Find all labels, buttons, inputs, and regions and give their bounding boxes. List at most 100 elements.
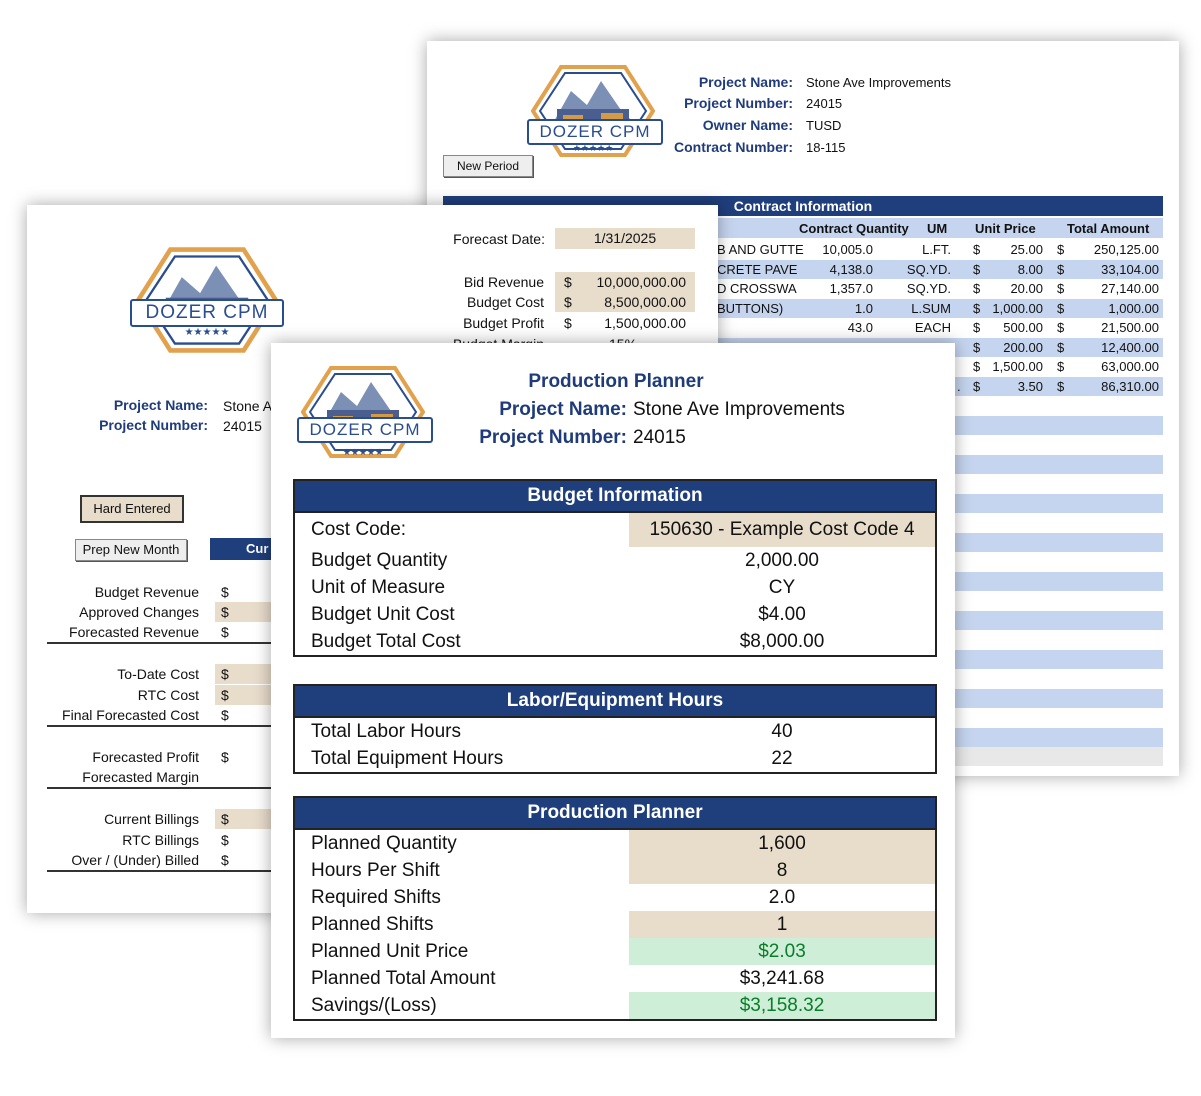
logo-banner: DOZER CPM: [297, 417, 433, 443]
table-row: 43.0 EACH $ 500.00 $ 21,500.00: [443, 318, 1163, 337]
col-header-quantity: Contract Quantity: [799, 221, 909, 236]
to-date-cost-label: To-Date Cost: [117, 666, 199, 682]
hours-per-shift-input[interactable]: 8: [629, 857, 935, 884]
row-description: CRETE PAVE: [717, 261, 798, 277]
col-header-um: UM: [927, 221, 948, 236]
budget-quantity-value: 2,000.00: [745, 550, 819, 571]
unit-of-measure-value: CY: [768, 577, 796, 598]
currency-sign: $: [221, 832, 229, 848]
new-period-button[interactable]: New Period: [443, 155, 533, 177]
approved-changes-cell: $: [215, 602, 275, 622]
required-shifts-value: 2.0: [768, 887, 796, 908]
production-planner-table: Production Planner Planned Quantity 1,60…: [293, 796, 937, 1021]
row-um: L.FT.: [922, 242, 951, 257]
forecast-date-value[interactable]: 1/31/2025: [555, 228, 695, 249]
planned-quantity-input[interactable]: 1,600: [629, 830, 935, 857]
row-unit-price: 1,000.00: [992, 300, 1043, 316]
row-quantity: 4,138.0: [829, 261, 873, 277]
dozer-logo: DOZER CPM ★★★★★: [297, 361, 433, 463]
table-row: Planned Total Amount $3,241.68: [295, 965, 935, 992]
budget-cost-cell: $ 8,500,000.00: [555, 292, 695, 312]
currency-sign: $: [221, 749, 229, 765]
row-currency: $: [973, 242, 981, 257]
row-unit-price: 20.00: [1010, 281, 1043, 296]
budget-total-cost-value: $8,000.00: [739, 631, 825, 652]
row-description: D CROSSWA: [717, 281, 797, 296]
current-billings-label: Current Billings: [104, 811, 199, 827]
budget-revenue-label: Budget Revenue: [94, 584, 199, 600]
forecasted-revenue-label: Forecasted Revenue: [69, 624, 199, 640]
row-currency: $: [1057, 339, 1065, 355]
logo-banner: DOZER CPM: [130, 299, 284, 327]
table-row: Budget Total Cost $8,000.00: [295, 628, 935, 655]
cost-code-select[interactable]: 150630 - Example Cost Code 4: [629, 513, 935, 547]
row-quantity: 1,357.0: [829, 281, 873, 296]
row-um: EACH: [914, 320, 951, 335]
row-currency: $: [1057, 320, 1065, 335]
planned-shifts-input[interactable]: 1: [629, 911, 935, 938]
row-currency: $: [1057, 242, 1065, 257]
total-labor-hours-value: 40: [771, 721, 793, 742]
contract-number-value: 18-115: [806, 140, 846, 155]
table-row: B AND GUTTE 10,005.0 L.FT. $ 25.00 $ 250…: [443, 240, 1163, 259]
hours-per-shift-label: Hours Per Shift: [311, 860, 440, 881]
row-currency: $: [1057, 261, 1065, 277]
row-total: 12,400.00: [1101, 339, 1159, 355]
project-name-value: Stone A: [223, 398, 273, 414]
rtc-cost-cell: $: [215, 685, 275, 705]
currency-sign: $: [221, 811, 229, 827]
row-description: BUTTONS): [717, 300, 784, 316]
project-name-label: Project Name:: [113, 397, 208, 413]
row-um: .: [957, 378, 961, 394]
row-currency: $: [1057, 359, 1065, 374]
budget-unit-cost-value: $4.00: [758, 604, 806, 625]
planned-total-amount-value: $3,241.68: [739, 968, 825, 989]
bid-revenue-cell: $ 10,000,000.00: [555, 272, 695, 292]
project-number-label: Project Number:: [684, 95, 793, 111]
budget-profit-label: Budget Profit: [463, 315, 544, 331]
labor-equipment-hours-header: Labor/Equipment Hours: [295, 686, 935, 718]
project-name-label: Project Name:: [499, 399, 627, 420]
required-shifts-label: Required Shifts: [311, 887, 441, 908]
project-number-value: 24015: [633, 427, 686, 448]
total-equipment-hours-label: Total Equipment Hours: [311, 748, 504, 769]
planned-shifts-label: Planned Shifts: [311, 914, 434, 935]
dozer-logo: DOZER CPM ★★★★★: [130, 245, 284, 355]
owner-name-label: Owner Name:: [702, 117, 793, 133]
logo-stars: ★★★★★: [184, 327, 230, 338]
budget-quantity-label: Budget Quantity: [311, 550, 448, 571]
row-unit-price: 8.00: [1017, 261, 1043, 277]
project-number-value: 24015: [223, 418, 262, 434]
forecasted-margin-label: Forecasted Margin: [82, 769, 199, 785]
planned-total-amount-label: Planned Total Amount: [311, 968, 496, 989]
forecast-date-label: Forecast Date:: [453, 231, 545, 247]
prep-new-month-button[interactable]: Prep New Month: [75, 539, 187, 561]
bid-revenue-label: Bid Revenue: [463, 274, 544, 290]
col-header-unit-price: Unit Price: [975, 221, 1036, 236]
logo-banner: DOZER CPM: [527, 119, 663, 145]
row-um: SQ.YD.: [906, 261, 951, 277]
currency-sign: $: [221, 666, 229, 682]
bid-revenue-value: 10,000,000.00: [596, 274, 686, 290]
logo-stars: ★★★★★: [572, 143, 614, 153]
currency-sign: $: [221, 584, 229, 600]
page-title: Production Planner: [528, 371, 704, 392]
owner-name-value: TUSD: [806, 118, 842, 133]
table-row: Planned Shifts 1: [295, 911, 935, 938]
project-name-value: Stone Ave Improvements: [806, 75, 952, 90]
production-planner-header: Production Planner: [295, 798, 935, 830]
row-um: SQ.YD.: [906, 281, 951, 296]
project-number-label: Project Number:: [479, 427, 627, 448]
table-row: Required Shifts 2.0: [295, 884, 935, 911]
rtc-billings-label: RTC Billings: [122, 832, 199, 848]
hard-entered-button[interactable]: Hard Entered: [80, 495, 184, 523]
row-total: 86,310.00: [1101, 378, 1159, 394]
dozer-logo: DOZER CPM ★★★★★: [527, 63, 663, 159]
planned-quantity-label: Planned Quantity: [311, 833, 457, 854]
table-row: Total Labor Hours 40: [295, 718, 935, 745]
table-row: Savings/(Loss) $3,158.32: [295, 992, 935, 1019]
row-unit-price: 500.00: [1003, 320, 1043, 335]
unit-of-measure-label: Unit of Measure: [311, 577, 446, 598]
col-header-total: Total Amount: [1067, 221, 1150, 236]
budget-unit-cost-label: Budget Unit Cost: [311, 604, 455, 625]
